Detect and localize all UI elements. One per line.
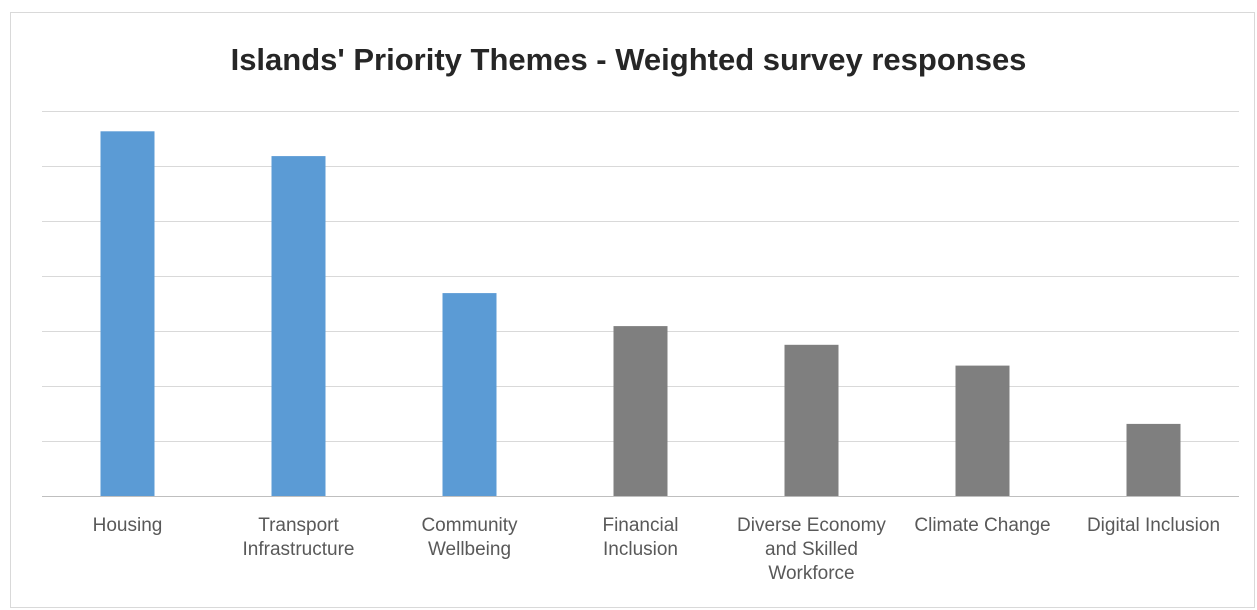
x-tick-label: Financial Inclusion bbox=[552, 514, 730, 562]
x-tick-label: Transport Infrastructure bbox=[210, 514, 388, 562]
bar-diverse-economy-and-skilled-workforce bbox=[784, 344, 839, 497]
x-tick-label: Digital Inclusion bbox=[1065, 514, 1243, 538]
x-tick-label-line: Community bbox=[421, 515, 518, 536]
x-tick-label-line: Housing bbox=[92, 515, 163, 536]
bar-digital-inclusion bbox=[1126, 423, 1181, 496]
bar-transport-infrastructure bbox=[271, 156, 326, 496]
x-tick-label-line: Wellbeing bbox=[427, 539, 512, 560]
x-tick-label: Diverse Economy and Skilled Workforce bbox=[723, 514, 901, 586]
x-tick-label-line: Financial bbox=[602, 515, 679, 536]
x-tick-label-line: and Skilled bbox=[765, 539, 858, 560]
bar-housing bbox=[100, 131, 155, 497]
x-tick-label-line: Infrastructure bbox=[242, 539, 355, 560]
bar-community-wellbeing bbox=[442, 293, 497, 496]
x-tick-label-line: Climate Change bbox=[914, 515, 1051, 536]
bar-financial-inclusion bbox=[613, 326, 668, 496]
bar-climate-change bbox=[955, 365, 1010, 496]
x-tick-label-line: Diverse Economy bbox=[737, 515, 886, 536]
x-tick-label: Climate Change bbox=[894, 514, 1072, 538]
chart-title: Islands' Priority Themes - Weighted surv… bbox=[230, 42, 1027, 77]
x-tick-label: Community Wellbeing bbox=[381, 514, 559, 562]
x-tick-label-line: Transport bbox=[258, 515, 339, 536]
x-tick-label-line: Digital Inclusion bbox=[1086, 515, 1221, 536]
x-tick-label-line: Workforce bbox=[768, 563, 855, 584]
x-tick-label-line: Inclusion bbox=[603, 539, 678, 560]
x-tick-label: Housing bbox=[39, 514, 217, 538]
